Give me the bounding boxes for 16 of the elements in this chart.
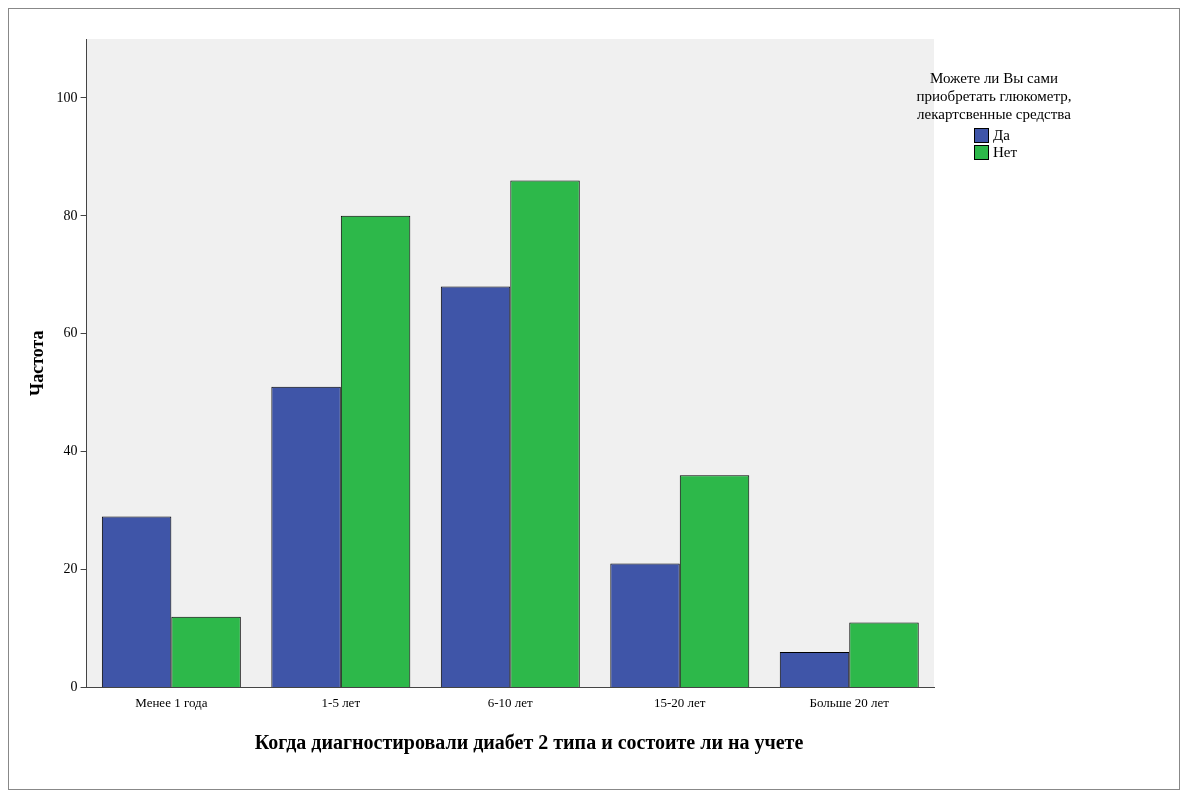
- x-axis-title: Когда диагностировали диабет 2 типа и состоите ли на учете: [253, 731, 805, 754]
- x-tick-label: Больше 20 лет: [809, 694, 890, 710]
- x-tick-label: Менее 1 года: [135, 694, 208, 710]
- legend-label: Да: [993, 127, 1010, 144]
- y-axis-title: Частота: [27, 330, 48, 397]
- y-tick-label: 60: [63, 325, 78, 341]
- y-tick-label: 0: [70, 679, 78, 695]
- y-tick-label: 40: [63, 443, 78, 459]
- x-tick-label: 15-20 лет: [654, 694, 706, 710]
- y-tick-label: 100: [56, 89, 78, 105]
- x-tick-label: 6-10 лет: [487, 694, 534, 710]
- legend-label: Нет: [993, 144, 1018, 161]
- legend-title: Можете ли Вы сами приобретать глюкометр, лекартсвенные средства: [915, 69, 1073, 123]
- y-tick-label: 80: [63, 207, 78, 223]
- y-tick-label: 20: [63, 561, 78, 577]
- x-tick-label: 1-5 лет: [321, 694, 361, 710]
